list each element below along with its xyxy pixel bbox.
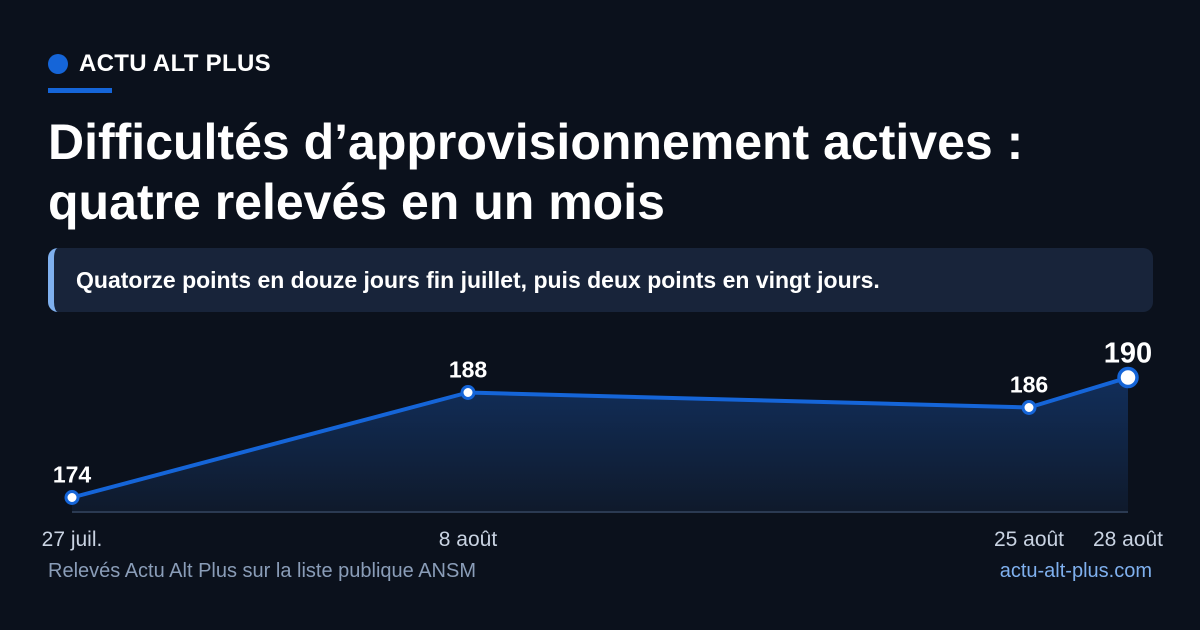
brand-dot-icon xyxy=(48,54,68,74)
x-tick-label: 25 août xyxy=(994,528,1064,551)
x-tick-label: 27 juil. xyxy=(42,528,103,551)
data-point xyxy=(460,385,476,400)
subtitle: Quatorze points en douze jours fin juill… xyxy=(76,266,880,293)
data-point xyxy=(64,490,80,505)
site-link[interactable]: actu-alt-plus.com xyxy=(999,560,1152,582)
data-label: 188 xyxy=(449,357,488,383)
brand-underline xyxy=(48,88,112,93)
data-point xyxy=(1021,400,1037,415)
title-line-2: quatre relevés en un mois xyxy=(48,174,665,230)
x-tick-label: 28 août xyxy=(1093,528,1163,551)
brand: ACTU ALT PLUS xyxy=(48,50,271,78)
series-line xyxy=(70,375,1130,500)
subtitle-callout: Quatorze points en douze jours fin juill… xyxy=(48,248,1153,312)
data-label: 190 xyxy=(1104,338,1152,370)
page-title: Difficultés d’approvisionnement actives … xyxy=(48,112,1158,232)
data-label: 186 xyxy=(1010,372,1048,398)
data-point xyxy=(1117,366,1139,389)
series-area xyxy=(72,377,1128,512)
source-note: Relevés Actu Alt Plus sur la liste publi… xyxy=(48,560,476,582)
data-label: 174 xyxy=(53,462,92,488)
x-tick-label: 8 août xyxy=(439,528,498,551)
title-line-1: Difficultés d’approvisionnement actives … xyxy=(48,114,1024,170)
brand-name: ACTU ALT PLUS xyxy=(79,50,271,77)
